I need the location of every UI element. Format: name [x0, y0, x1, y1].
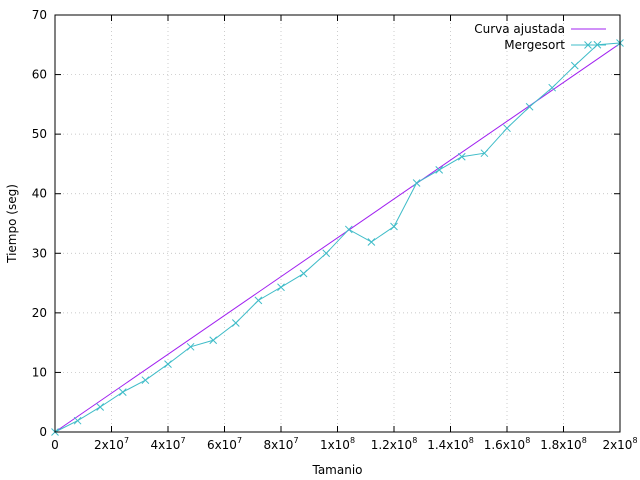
data-point-mergesort — [570, 61, 579, 70]
x-tick-label-exponent: 8 — [582, 436, 587, 445]
legend-marker-x — [584, 41, 592, 49]
y-tick-labels: 0 10 20 30 40 50 60 70 — [32, 8, 47, 439]
y-tick-label: 60 — [32, 68, 47, 82]
data-point-mergesort — [96, 403, 105, 411]
y-tick-label: 0 — [39, 425, 47, 439]
data-point-mergesort — [209, 336, 218, 345]
x-tick-label: 2x107 — [94, 436, 129, 452]
x-tick-label-exponent: 8 — [525, 436, 530, 445]
data-point-mergesort — [73, 416, 82, 425]
x-tick-label-base: 6x10 — [207, 438, 237, 452]
data-point-mergesort — [254, 296, 263, 305]
x-tick-label-exponent: 7 — [237, 436, 242, 445]
x-tick-label: 2x108 — [602, 436, 637, 452]
x-tick-label: 1.4x108 — [427, 436, 474, 452]
series-mergesort-layer — [51, 39, 624, 436]
data-point-mergesort — [390, 222, 398, 231]
x-tick-label-base: 4x10 — [150, 438, 180, 452]
data-point-mergesort — [344, 225, 353, 234]
legend-label-curva-ajustada: Curva ajustada — [474, 22, 565, 36]
x-tick-label-base: 1.6x10 — [484, 438, 525, 452]
x-tick-label-base: 0 — [51, 438, 59, 452]
x-tick-label-base: 8x10 — [263, 438, 293, 452]
y-tick-label: 20 — [32, 306, 47, 320]
series-line-curva-ajustada — [54, 43, 621, 433]
series-fit-layer — [54, 43, 621, 433]
data-point-mergesort — [164, 360, 172, 368]
x-tick-label-base: 1.8x10 — [540, 438, 581, 452]
x-tick-label-exponent: 8 — [412, 436, 417, 445]
data-point-mergesort — [277, 283, 285, 292]
legend: Curva ajustada Mergesort — [474, 22, 606, 52]
x-tick-label: 1.2x108 — [371, 436, 418, 452]
data-point-mergesort — [299, 269, 308, 278]
y-axis-label: Tiempo (seg) — [5, 184, 19, 264]
y-tick-label: 10 — [32, 365, 47, 379]
x-tick-label-exponent: 8 — [469, 436, 474, 445]
data-point-mergesort — [231, 319, 240, 327]
data-point-mergesort — [367, 238, 376, 246]
x-tick-label-base: 1.4x10 — [427, 438, 468, 452]
data-point-mergesort — [503, 124, 511, 133]
axis-ticks — [54, 14, 621, 433]
x-tick-labels: 0 2x107 4x107 6x107 8x107 1x108 1.2x108 1.4x108… — [51, 436, 637, 452]
y-tick-label: 30 — [32, 246, 47, 260]
series-line-mergesort — [54, 42, 621, 433]
x-tick-label-exponent: 7 — [293, 436, 298, 445]
x-tick-label-exponent: 7 — [124, 436, 129, 445]
x-tick-label-exponent: 7 — [180, 436, 185, 445]
x-tick-label-exponent: 8 — [350, 436, 355, 445]
y-tick-label: 40 — [32, 187, 47, 201]
data-point-mergesort — [186, 342, 195, 351]
grid-lines — [55, 15, 620, 432]
x-tick-label: 0 — [51, 438, 59, 452]
data-point-mergesort — [141, 376, 150, 385]
x-tick-label-exponent: 8 — [632, 436, 637, 445]
legend-label-mergesort: Mergesort — [504, 38, 565, 52]
legend-marker-mergesort — [584, 41, 592, 49]
x-tick-label-base: 2x10 — [602, 438, 632, 452]
x-tick-label: 6x107 — [207, 436, 242, 452]
y-tick-label: 70 — [32, 8, 47, 22]
data-point-mergesort — [525, 102, 534, 111]
data-point-mergesort — [480, 149, 489, 158]
data-point-mergesort — [118, 388, 127, 396]
x-axis-label: Tamanio — [311, 463, 362, 477]
data-point-mergesort — [548, 83, 557, 92]
x-tick-label-base: 1.2x10 — [371, 438, 412, 452]
data-point-mergesort — [457, 152, 466, 161]
x-tick-label-base: 1x10 — [320, 438, 350, 452]
data-point-mergesort — [412, 179, 421, 187]
x-tick-label: 1.6x108 — [484, 436, 531, 452]
data-point-mergesort — [322, 249, 331, 258]
x-tick-label: 8x107 — [263, 436, 298, 452]
x-tick-label: 1.8x108 — [540, 436, 587, 452]
x-tick-label: 1x108 — [320, 436, 355, 452]
data-point-mergesort — [435, 166, 444, 174]
y-tick-label: 50 — [32, 127, 47, 141]
x-tick-label-base: 2x10 — [94, 438, 124, 452]
x-tick-label: 4x107 — [150, 436, 185, 452]
